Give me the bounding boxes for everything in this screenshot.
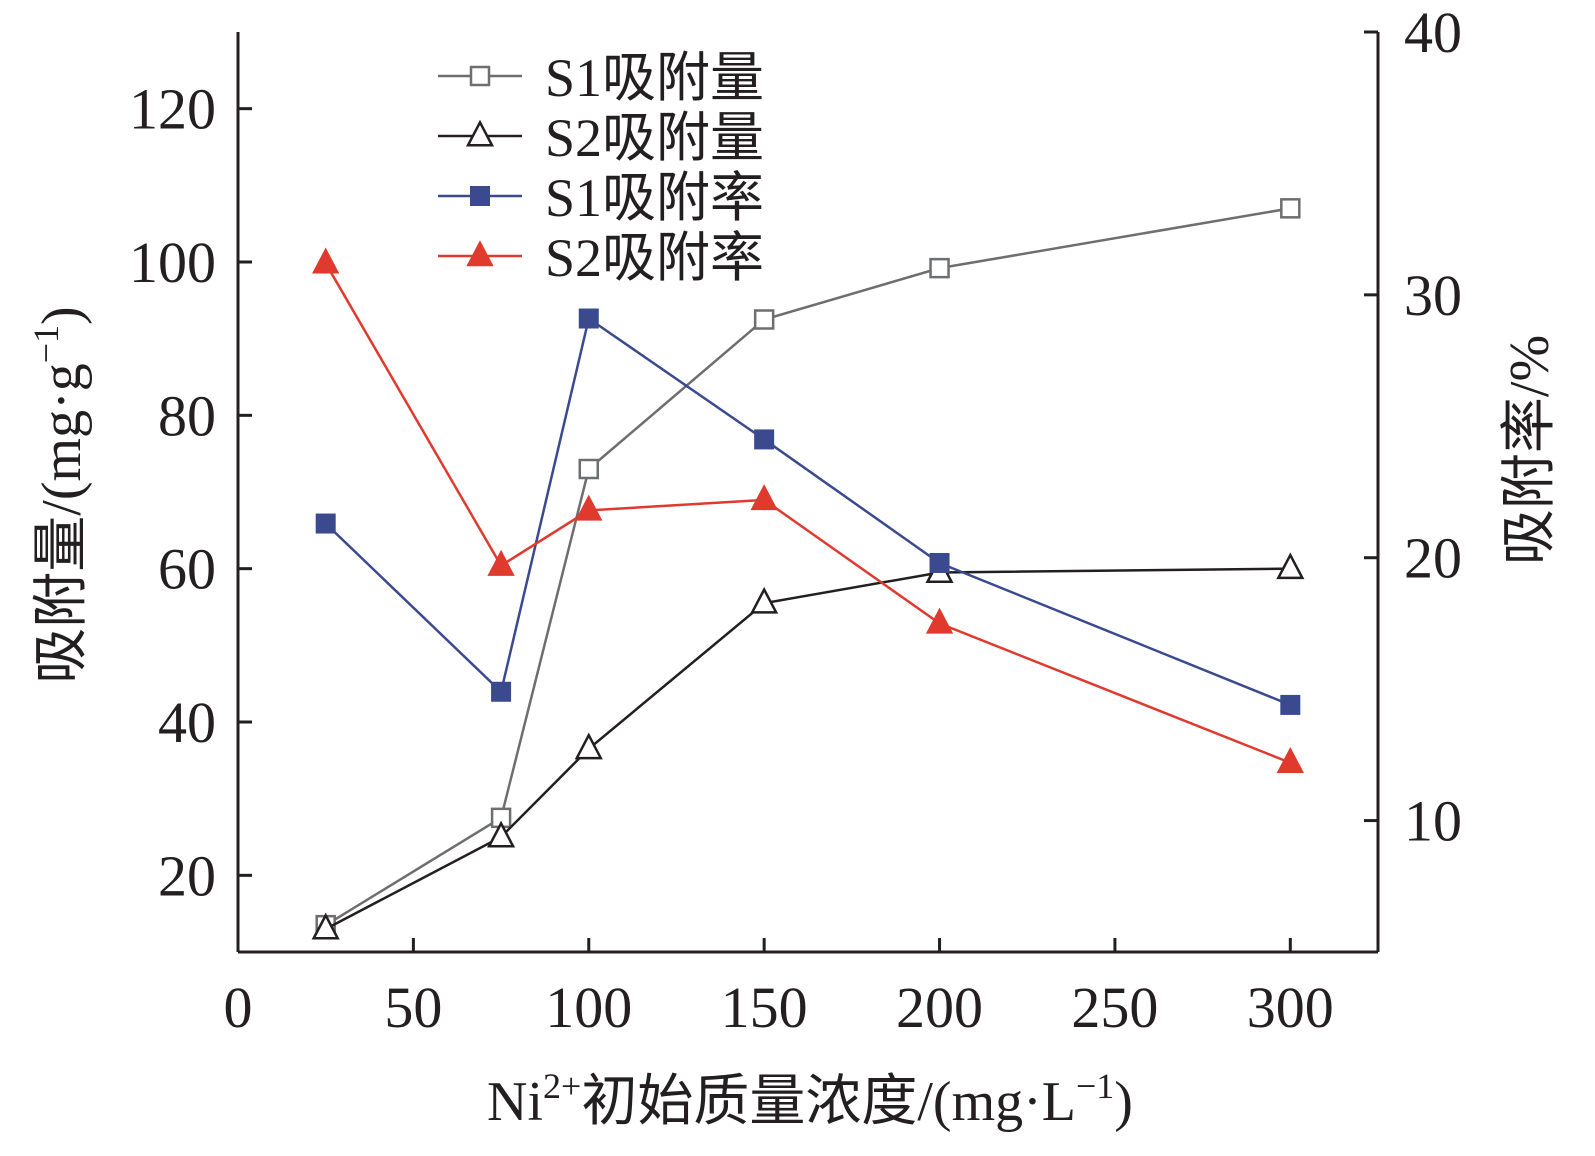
legend-item: S1吸附量: [438, 48, 764, 108]
y-left-tick-label: 40: [158, 690, 216, 755]
data-point: [487, 549, 515, 576]
legend-label: S2吸附量: [545, 108, 764, 168]
series-3: [315, 308, 1301, 715]
y-left-tick-label: 120: [129, 77, 216, 142]
legend-item: S2吸附率: [438, 228, 764, 288]
series-4: [312, 247, 1304, 773]
data-point: [575, 494, 603, 521]
y-left-tick-label: 80: [158, 383, 216, 448]
data-point: [491, 681, 512, 702]
y-left-tick-label: 100: [129, 230, 216, 295]
axes: 0 50 100 150 200 250 300 20 40 60 80 100 120 10 20 30 40: [129, 0, 1462, 1040]
data-point: [1280, 198, 1301, 219]
legend-item: S2吸附量: [438, 108, 764, 168]
x-tick-label: 300: [1247, 975, 1334, 1040]
data-point: [929, 552, 950, 573]
data-point: [574, 732, 603, 760]
data-point: [929, 257, 950, 279]
series-1: [315, 198, 1301, 936]
legend-item: S1吸附率: [438, 168, 764, 228]
data-point: [750, 484, 778, 511]
y-right-tick-label: 20: [1404, 526, 1462, 591]
x-tick-label: 250: [1071, 975, 1158, 1040]
data-point: [578, 308, 599, 329]
data-point: [750, 586, 779, 614]
data-point: [1276, 552, 1305, 580]
legend-label: S1吸附量: [545, 48, 764, 108]
legend-label: S1吸附率: [545, 168, 764, 228]
y-axis-right-title: 吸附率/%: [1499, 335, 1561, 565]
y-axis-left-title: 吸附量/(mg·g−1): [26, 306, 93, 683]
series-layer: [311, 198, 1305, 940]
legend-marker: [466, 240, 494, 267]
data-point: [754, 429, 775, 450]
series-2: [311, 552, 1305, 940]
data-point: [315, 513, 336, 534]
data-point: [1280, 694, 1301, 715]
y-right-tick-label: 30: [1404, 263, 1462, 328]
data-point: [578, 458, 600, 480]
data-point: [1276, 746, 1304, 773]
x-tick-label: 200: [896, 975, 983, 1040]
legend-marker: [465, 119, 495, 147]
y-left-tick-label: 20: [158, 843, 216, 908]
x-tick-label: 150: [721, 975, 808, 1040]
legend-marker: [470, 186, 490, 206]
series-line: [324, 316, 1291, 707]
data-point: [311, 912, 340, 940]
legend-marker: [469, 65, 491, 87]
x-tick-label: 100: [545, 975, 632, 1040]
series-line: [325, 207, 1291, 927]
y-right-tick-label: 40: [1404, 0, 1462, 65]
legend-label: S2吸附率: [545, 228, 764, 288]
y-right-tick-label: 10: [1404, 789, 1462, 854]
x-axis-title: Ni2+初始质量浓度/(mg·L−1): [487, 1066, 1133, 1133]
x-tick-label: 0: [224, 975, 253, 1040]
data-point: [753, 309, 775, 330]
series-line: [324, 262, 1291, 764]
data-point: [312, 247, 340, 274]
data-point: [487, 820, 516, 848]
series-line: [325, 567, 1291, 931]
data-point: [925, 607, 954, 634]
x-tick-label: 50: [384, 975, 442, 1040]
y-left-tick-label: 60: [158, 537, 216, 602]
